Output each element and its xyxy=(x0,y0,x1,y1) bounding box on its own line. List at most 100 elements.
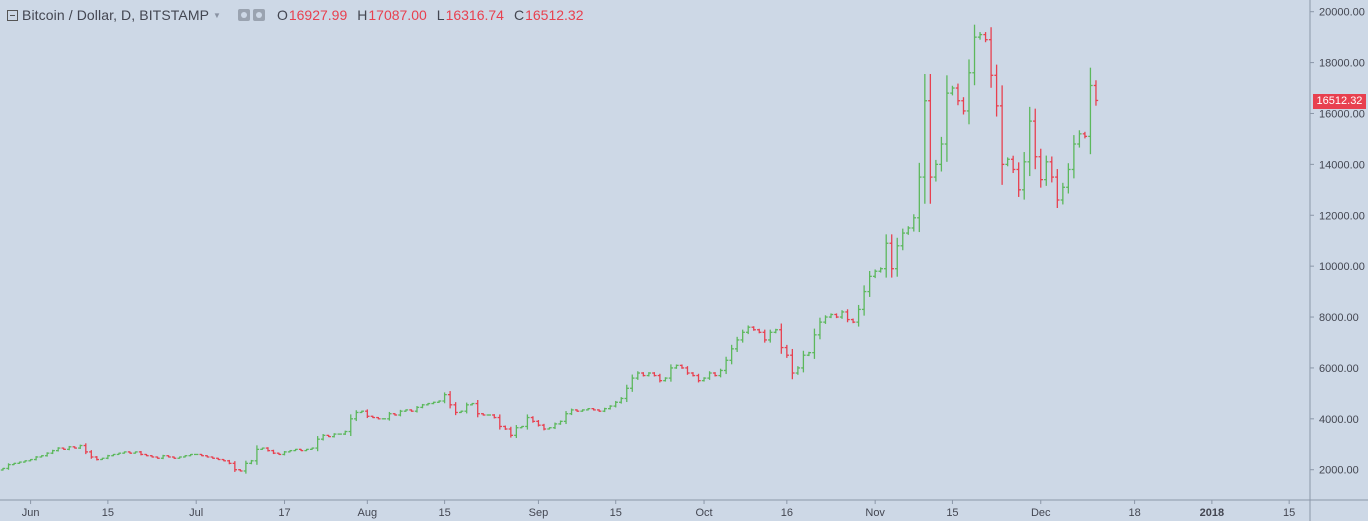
ohlc-bar xyxy=(22,460,28,463)
ohlc-bar xyxy=(563,411,569,425)
x-tick-label: 15 xyxy=(946,507,958,519)
x-tick-label: Jun xyxy=(22,507,40,519)
ohlc-bar xyxy=(580,409,585,412)
ohlc-bar xyxy=(144,453,149,457)
ohlc-bar xyxy=(1088,67,1093,155)
ohlc-bar xyxy=(817,317,823,340)
ohlc-bar xyxy=(238,469,243,472)
y-tick-label: 14000.00 xyxy=(1319,159,1365,171)
ohlc-bar xyxy=(685,366,690,375)
open-label: O xyxy=(276,7,288,23)
ohlc-bar xyxy=(282,451,287,456)
ohlc-bar xyxy=(11,462,17,466)
ohlc-bar xyxy=(746,325,751,335)
ohlc-bar xyxy=(652,372,657,377)
ohlc-bar xyxy=(326,434,331,438)
collapse-legend-icon[interactable] xyxy=(7,9,18,21)
ohlc-bar xyxy=(933,159,939,182)
y-tick-label: 12000.00 xyxy=(1319,210,1365,222)
ohlc-bar xyxy=(298,448,304,452)
ohlc-bar xyxy=(884,234,889,278)
ohlc-bar xyxy=(1016,162,1021,197)
ohlc-bar xyxy=(613,400,618,408)
low-label: L xyxy=(436,7,445,23)
ohlc-bar xyxy=(641,372,646,377)
ohlc-bar xyxy=(376,416,381,420)
x-tick-label: 15 xyxy=(610,507,622,519)
ohlc-bar xyxy=(315,436,320,452)
ohlc-bar xyxy=(845,309,850,323)
x-tick-label: 2018 xyxy=(1200,507,1224,519)
ohlc-bar xyxy=(442,392,447,404)
y-tick-label: 2000.00 xyxy=(1319,465,1359,477)
ohlc-bar xyxy=(701,377,707,382)
ohlc-bar xyxy=(216,457,221,461)
ohlc-bar xyxy=(78,444,83,449)
ohlc-bar xyxy=(674,364,679,369)
ohlc-bar xyxy=(332,433,337,438)
ohlc-bar xyxy=(1044,155,1049,186)
ohlc-bar xyxy=(387,411,392,421)
ohlc-bar xyxy=(961,97,966,115)
ohlc-bar xyxy=(1093,80,1099,106)
ohlc-bar xyxy=(795,366,801,375)
ohlc-bar xyxy=(536,420,541,427)
x-tick-label: 15 xyxy=(438,507,450,519)
ohlc-bar xyxy=(519,425,525,429)
ohlc-bar xyxy=(0,467,6,471)
ohlc-bar xyxy=(608,405,613,410)
ohlc-bar xyxy=(309,447,315,451)
ohlc-bar xyxy=(966,59,972,125)
symbol-dropdown-icon[interactable]: ▼ xyxy=(213,10,221,20)
x-tick-label: Jul xyxy=(189,507,203,519)
settings-gear-icon[interactable] xyxy=(252,9,265,21)
ohlc-bar xyxy=(72,446,77,449)
ohlc-bar xyxy=(823,315,828,324)
ohlc-bar xyxy=(155,456,160,459)
visibility-eye-icon[interactable] xyxy=(237,9,250,21)
ohlc-bar xyxy=(188,453,193,457)
ohlc-bar xyxy=(210,456,215,459)
open-value: 16927.99 xyxy=(288,7,348,23)
ohlc-bar xyxy=(999,85,1005,185)
ohlc-bar xyxy=(33,456,39,461)
ohlc-bar xyxy=(757,328,762,334)
ohlc-bar xyxy=(337,433,342,435)
ohlc-bar xyxy=(801,350,806,373)
ohlc-bar xyxy=(287,449,293,453)
low-value: 16316.74 xyxy=(445,7,504,23)
ohlc-bar xyxy=(453,402,458,416)
ohlc-bar xyxy=(525,414,530,430)
symbol-title[interactable]: Bitcoin / Dollar, D, BITSTAMP xyxy=(22,7,210,23)
ohlc-bar xyxy=(232,461,238,472)
ohlc-bar xyxy=(89,450,94,459)
y-tick-label: 6000.00 xyxy=(1319,363,1359,375)
ohlc-bar xyxy=(343,430,348,435)
ohlc-bar xyxy=(127,451,133,454)
ohlc-bar xyxy=(1033,108,1038,170)
ohlc-bar xyxy=(591,407,596,411)
ohlc-bar xyxy=(624,384,629,403)
ohlc-bar xyxy=(834,313,839,319)
ohlc-bar xyxy=(381,418,387,420)
ohlc-bar xyxy=(1027,106,1032,177)
ohlc-bar xyxy=(751,326,756,331)
ohlc-bar xyxy=(221,458,226,462)
ohlc-bar xyxy=(1038,148,1043,188)
ohlc-bar xyxy=(646,372,652,377)
ohlc-bar xyxy=(1060,182,1066,205)
x-tick-label: 18 xyxy=(1128,507,1140,519)
ohlc-bar xyxy=(6,463,11,470)
ohlc-bar xyxy=(28,458,33,462)
y-tick-label: 10000.00 xyxy=(1319,261,1365,273)
ohlc-bar xyxy=(171,456,177,459)
ohlc-bar xyxy=(50,449,55,455)
ohlc-bar xyxy=(260,447,265,451)
ohlc-bar xyxy=(320,434,326,441)
ohlc-bar xyxy=(508,426,514,438)
ohlc-bar xyxy=(398,409,403,417)
ohlc-bar xyxy=(707,371,712,380)
close-value: 16512.32 xyxy=(525,7,584,23)
ohlc-bar xyxy=(44,452,50,457)
